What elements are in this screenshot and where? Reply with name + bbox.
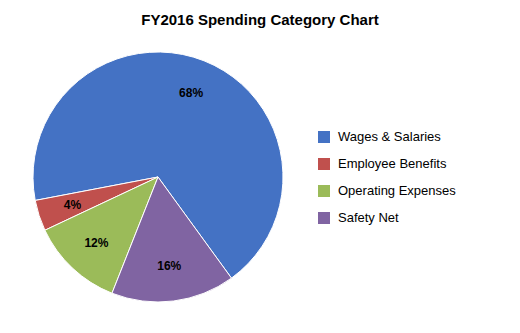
html-text:Wages & Salaries: Wages & Salaries bbox=[338, 129, 441, 144]
html-text:Employee Benefits: Employee Benefits bbox=[338, 156, 447, 171]
svg-text:16%: 16% bbox=[157, 259, 181, 273]
svg-text:12%: 12% bbox=[84, 236, 108, 250]
svg-text:68%: 68% bbox=[179, 86, 203, 100]
html-text:Operating Expenses: Operating Expenses bbox=[338, 183, 456, 198]
html-text:FY2016 Spending Category Chart: FY2016 Spending Category Chart bbox=[141, 11, 379, 28]
svg-text:4%: 4% bbox=[64, 198, 82, 212]
html-text:Safety Net: Safety Net bbox=[338, 210, 399, 225]
